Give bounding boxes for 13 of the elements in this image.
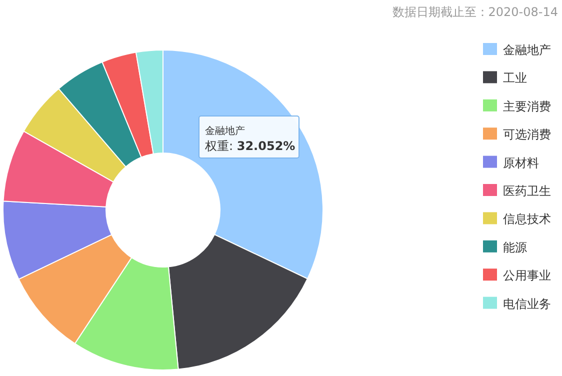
chart-title: 数据日期截止至：2020-08-14 [392, 5, 558, 19]
legend-label: 能源 [503, 240, 527, 254]
legend-label: 信息技术 [503, 212, 551, 226]
text: 权重: 32.052% [204, 139, 296, 153]
legend-label: 可选消费 [503, 128, 551, 142]
legend-label: 金融地产 [503, 43, 551, 57]
legend-label: 医药卫生 [503, 184, 551, 198]
legend-label: 工业 [503, 71, 527, 86]
legend-label: 主要消费 [503, 99, 551, 114]
text: 金融地产 [205, 125, 245, 137]
legend-label: 公用事业 [503, 268, 551, 283]
legend-label: 原材料 [503, 156, 539, 170]
legend-label: 电信业务 [503, 296, 551, 311]
